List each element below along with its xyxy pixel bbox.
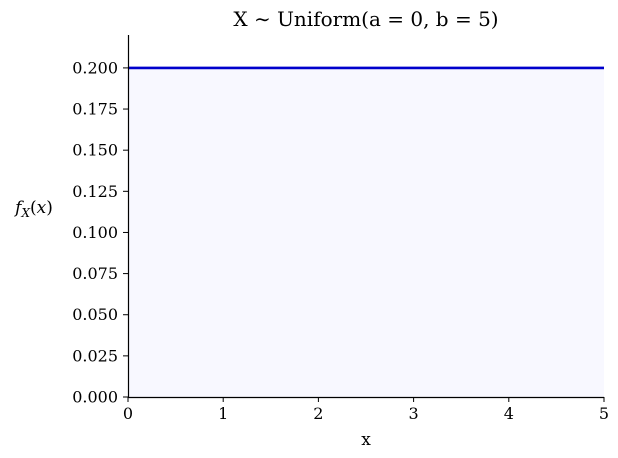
- y-tick-label: 0.175: [72, 100, 118, 119]
- x-ticks: 0 1 2 3 4 5: [123, 397, 609, 423]
- chart-title: X ∼ Uniform(a = 0, b = 5): [233, 7, 498, 31]
- y-ticks: 0.000 0.025 0.050 0.075 0.100 0.125 0.150 0.175…: [72, 58, 128, 407]
- x-tick-label: 1: [218, 404, 228, 423]
- y-tick-label: 0.050: [72, 305, 118, 324]
- y-tick-label: 0.100: [72, 223, 118, 242]
- x-tick-label: 0: [123, 404, 133, 423]
- y-tick-label: 0.075: [72, 264, 118, 283]
- series-fill-area: [128, 67, 604, 397]
- x-tick-label: 2: [313, 404, 323, 423]
- x-axis-label: x: [361, 430, 371, 450]
- y-tick-label: 0.150: [72, 141, 118, 160]
- x-tick-label: 3: [409, 404, 419, 423]
- y-tick-label: 0.000: [72, 388, 118, 407]
- y-tick-label: 0.200: [72, 58, 118, 77]
- y-axis-label: fX(x): [13, 198, 53, 220]
- x-tick-label: 5: [599, 404, 609, 423]
- x-tick-label: 4: [504, 404, 514, 423]
- y-tick-label: 0.125: [72, 182, 118, 201]
- y-tick-label: 0.025: [72, 346, 118, 365]
- plot-fill-area: [128, 67, 604, 397]
